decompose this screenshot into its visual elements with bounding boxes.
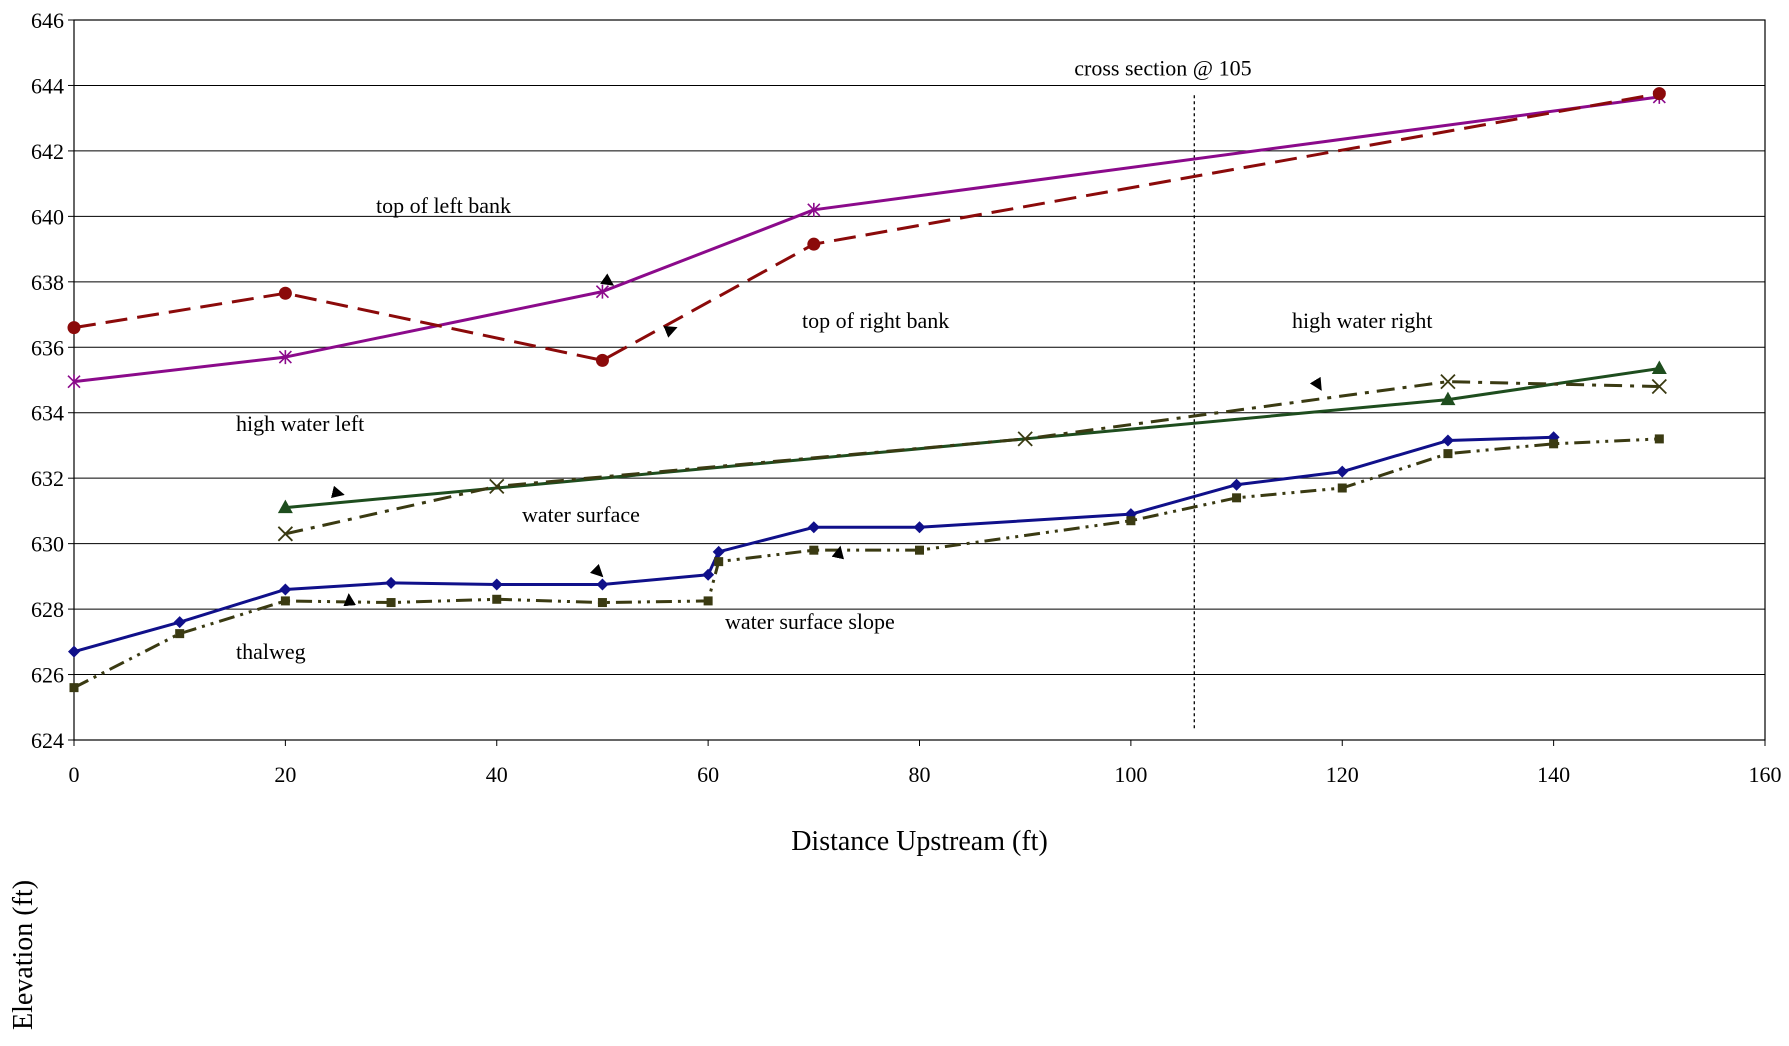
annotation-label-water_surface: water surface [522, 502, 640, 527]
data-point-water_surface [596, 579, 608, 591]
reference-lines: cross section @ 105 [1074, 56, 1251, 731]
annotation-label-thalweg: thalweg [236, 639, 306, 664]
annotation-label-top_left_bank: top of left bank [376, 193, 511, 218]
x-tick-label: 100 [1114, 762, 1147, 787]
data-point-water_surface [491, 579, 503, 591]
data-point-top_right_bank [1653, 87, 1666, 100]
annotation-arrow-water_surface [598, 572, 602, 576]
data-point-thalweg [915, 546, 924, 555]
x-tick-label: 120 [1326, 762, 1359, 787]
y-tick-label: 628 [31, 597, 64, 622]
annotation-arrow-top_right_bank [673, 328, 676, 329]
annotation-label-high_water_right: high water right [1292, 308, 1433, 333]
data-point-water_surface [68, 646, 80, 658]
data-point-thalweg [714, 557, 723, 566]
y-tick-label: 632 [31, 466, 64, 491]
annotation-arrow-top_left_bank [610, 283, 613, 285]
series-line-high_water_left [285, 369, 1659, 508]
annotation-arrow-high_water_left [337, 493, 344, 495]
data-point-thalweg [492, 595, 501, 604]
annotations: top of left bank top of right bank high wa… [236, 193, 1433, 664]
y-tick-label: 634 [31, 401, 64, 426]
series-line-top_left_bank [74, 97, 1659, 382]
series-thalweg [70, 434, 1664, 692]
data-point-thalweg [1126, 516, 1135, 525]
x-tick-label: 140 [1537, 762, 1570, 787]
annotation-arrow-high_water_right [1320, 388, 1321, 390]
x-tick-label: 0 [69, 762, 80, 787]
annotation-label-high_water_left: high water left [236, 411, 364, 436]
data-point-thalweg [387, 598, 396, 607]
axis-ticks: 624 626 628 630 632 634 636 638 640 642 644 646 0 20 4… [31, 8, 1782, 787]
y-tick-label: 630 [31, 532, 64, 557]
data-point-high_water_left [1652, 361, 1667, 375]
data-point-thalweg [1443, 449, 1452, 458]
x-axis-title: Distance Upstream (ft) [791, 826, 1048, 857]
reference-label-cross_section: cross section @ 105 [1074, 56, 1251, 81]
data-point-thalweg [1549, 439, 1558, 448]
y-tick-label: 642 [31, 139, 64, 164]
y-tick-label: 636 [31, 335, 64, 360]
data-point-water_surface [713, 546, 725, 558]
series-top_left_bank [68, 90, 1665, 389]
data-point-thalweg [809, 546, 818, 555]
grid-layer [74, 20, 1765, 740]
data-point-water_surface [279, 583, 291, 595]
data-point-thalweg [1232, 493, 1241, 502]
data-point-water_surface [1336, 466, 1348, 478]
data-point-thalweg [281, 596, 290, 605]
annotation-label-top_right_bank: top of right bank [802, 308, 949, 333]
y-tick-label: 640 [31, 204, 64, 229]
series-layer [68, 87, 1667, 692]
data-point-top_right_bank [807, 238, 820, 251]
data-point-thalweg [1338, 484, 1347, 493]
data-point-water_surface [174, 616, 186, 628]
annotation-label-water_surface_slope: water surface slope [725, 609, 895, 634]
data-point-thalweg [175, 629, 184, 638]
data-point-water_surface [702, 569, 714, 581]
x-tick-label: 80 [909, 762, 931, 787]
x-tick-label: 160 [1749, 762, 1782, 787]
data-point-top_right_bank [68, 321, 81, 334]
data-point-thalweg [1655, 434, 1664, 443]
y-axis-title: Elevation (ft) [8, 880, 39, 1030]
data-point-thalweg [598, 598, 607, 607]
series-line-thalweg [74, 439, 1659, 688]
data-point-top_right_bank [596, 354, 609, 367]
data-point-water_surface [1442, 435, 1454, 447]
x-tick-label: 20 [274, 762, 296, 787]
data-point-water_surface [1231, 479, 1243, 491]
y-tick-label: 624 [31, 728, 64, 753]
y-tick-label: 638 [31, 270, 64, 295]
y-tick-label: 626 [31, 663, 64, 688]
data-point-water_surface [808, 521, 820, 533]
y-tick-label: 646 [31, 8, 64, 33]
plot-area [74, 20, 1765, 740]
data-point-water_surface [914, 521, 926, 533]
data-point-thalweg [70, 683, 79, 692]
x-tick-label: 60 [697, 762, 719, 787]
data-point-top_right_bank [279, 287, 292, 300]
y-tick-label: 644 [31, 73, 64, 98]
data-point-water_surface [385, 577, 397, 589]
data-point-thalweg [704, 596, 713, 605]
x-tick-label: 40 [486, 762, 508, 787]
